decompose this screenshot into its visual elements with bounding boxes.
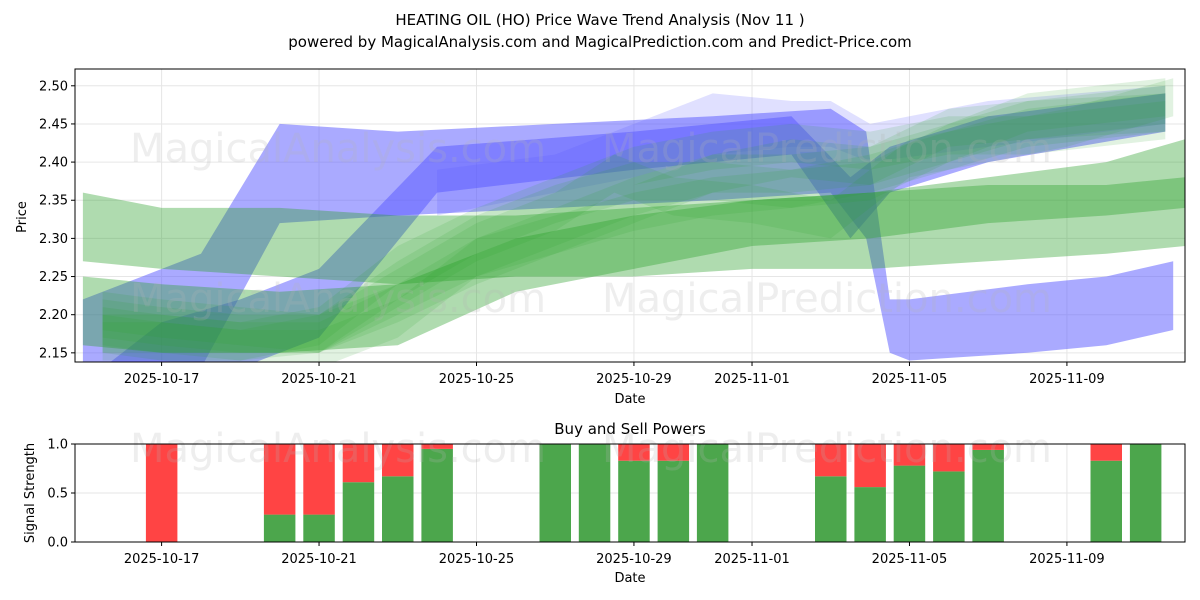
price-x-tick-label: 2025-11-05 [872, 372, 948, 387]
buy-power-bar [854, 487, 886, 542]
sell-power-bar [1090, 444, 1122, 461]
price-axes-frame [74, 68, 1186, 363]
buy-power-bar [382, 476, 414, 542]
price-x-tick-label: 2025-10-17 [124, 372, 200, 387]
wave-band-green-thin-1 [102, 93, 1166, 353]
sell-power-bar [657, 444, 690, 461]
wave-band-green-wide-a [82, 139, 1185, 285]
sell-power-bar [618, 444, 650, 461]
buy-power-bar [933, 471, 965, 542]
price-x-tick-label: 2025-10-21 [281, 372, 357, 387]
watermark-analysis-top: MagicalAnalysis.com [130, 126, 546, 172]
buy-power-bar [421, 448, 453, 542]
price-x-tick-label: 2025-11-01 [714, 372, 790, 387]
watermark-prediction-top: MagicalPrediction.com [602, 126, 1052, 172]
watermark-analysis-mid: MagicalAnalysis.com [130, 276, 546, 322]
signal-x-tick-label: 2025-10-21 [281, 552, 357, 567]
price-y-ticks: 2.15 2.20 2.25 2.30 2.35 2.40 2.45 2.50 [39, 79, 75, 361]
sell-power-bar [145, 444, 178, 542]
signal-y-tick-label: 0.5 [47, 487, 68, 502]
sell-power-bar [382, 444, 414, 477]
wave-band-green-thin-2 [102, 78, 1174, 353]
signal-y-ticks: 0.0 0.5 1.0 [47, 438, 75, 551]
buy-power-bar [815, 476, 847, 542]
buy-power-bar [657, 460, 690, 542]
wave-band-green-thin-3 [102, 85, 1166, 361]
sell-power-bar [893, 444, 926, 466]
signal-x-tick-label: 2025-11-09 [1029, 552, 1105, 567]
price-x-tick-label: 2025-11-09 [1029, 372, 1105, 387]
price-y-tick-label: 2.45 [39, 117, 68, 132]
price-y-tick-label: 2.15 [39, 346, 68, 361]
sell-power-bar [263, 444, 296, 515]
sell-power-bar [972, 444, 1004, 450]
wave-band-blue-wave-c [437, 85, 1166, 216]
buy-power-bar [1129, 444, 1162, 542]
price-y-tick-label: 2.30 [39, 232, 68, 247]
signal-x-tick-label: 2025-11-05 [872, 552, 948, 567]
buy-power-bar [578, 444, 611, 542]
wave-band-green-wide-b [82, 177, 1185, 353]
sell-power-bar [303, 444, 335, 515]
buy-power-bar [696, 444, 729, 542]
buy-power-bar [342, 482, 375, 542]
signal-y-label: Signal Strength [23, 443, 38, 543]
price-x-tick-label: 2025-10-25 [439, 372, 515, 387]
watermark-analysis-bottom: MagicalAnalysis.com [130, 426, 546, 472]
buy-power-bar [893, 465, 926, 542]
sell-power-bar [854, 444, 886, 488]
price-x-ticks: 2025-10-17 2025-10-21 2025-10-25 2025-10-29… [124, 362, 1105, 387]
buy-power-bar [972, 449, 1004, 542]
sell-power-bar [421, 444, 453, 449]
price-x-tick-label: 2025-10-29 [596, 372, 672, 387]
signal-x-label: Date [614, 571, 645, 586]
buy-sell-chart: Buy and Sell Powers MagicalAnalysis.com … [23, 420, 1186, 586]
signal-y-tick-label: 1.0 [47, 438, 68, 453]
figure-title: HEATING OIL (HO) Price Wave Trend Analys… [395, 11, 804, 29]
buy-sell-title: Buy and Sell Powers [554, 420, 706, 438]
watermark-prediction-mid: MagicalPrediction.com [602, 276, 1052, 322]
sell-power-bar [933, 444, 965, 472]
wave-band-blue-wave-a [82, 108, 1174, 362]
buy-power-bar [303, 514, 335, 542]
price-y-tick-label: 2.25 [39, 270, 68, 285]
signal-x-ticks: 2025-10-17 2025-10-21 2025-10-25 2025-10-29… [124, 542, 1105, 567]
signal-y-tick-label: 0.0 [47, 536, 68, 551]
price-y-tick-label: 2.35 [39, 194, 68, 209]
buy-power-bar [618, 460, 650, 542]
buy-power-bar [539, 444, 571, 542]
price-y-label: Price [15, 201, 30, 233]
signal-x-tick-label: 2025-10-25 [439, 552, 515, 567]
price-wave-bands [82, 78, 1185, 362]
buy-power-bar [1090, 460, 1122, 542]
signal-bars [145, 444, 1162, 542]
price-y-tick-label: 2.40 [39, 156, 68, 171]
sell-power-bar [342, 444, 375, 483]
signal-x-tick-label: 2025-10-29 [596, 552, 672, 567]
price-x-label: Date [614, 392, 645, 407]
wave-band-green-thin-6 [102, 93, 1166, 353]
wave-band-blue-wave-b [110, 93, 1166, 362]
price-wave-chart: MagicalAnalysis.com MagicalPrediction.co… [15, 68, 1186, 407]
signal-x-tick-label: 2025-10-17 [124, 552, 200, 567]
buy-power-bar [263, 514, 296, 542]
wave-band-green-thin-5 [102, 78, 1166, 362]
sell-power-bar [815, 444, 847, 477]
price-y-tick-label: 2.20 [39, 308, 68, 323]
wave-band-green-thin-4 [102, 101, 1166, 361]
price-y-tick-label: 2.50 [39, 79, 68, 94]
signal-x-tick-label: 2025-11-01 [714, 552, 790, 567]
watermark-prediction-bottom: MagicalPrediction.com [602, 426, 1052, 472]
figure-subtitle: powered by MagicalAnalysis.com and Magic… [288, 33, 912, 51]
